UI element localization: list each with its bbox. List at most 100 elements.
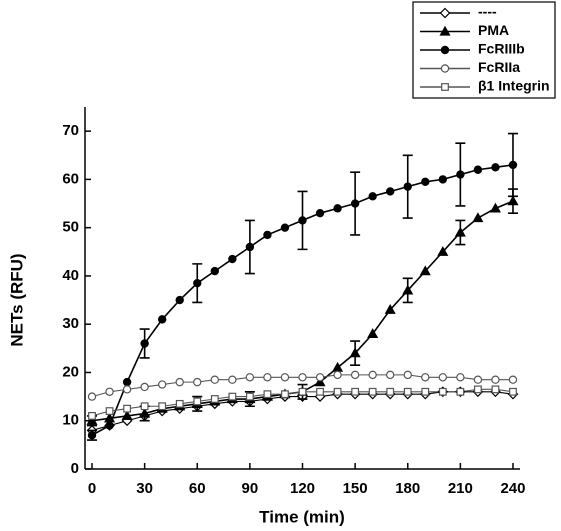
data-point — [88, 412, 96, 420]
data-point — [140, 402, 149, 411]
data-point — [403, 387, 412, 396]
data-point — [228, 375, 237, 384]
x-axis-label: Time (min) — [259, 507, 345, 526]
data-point — [456, 170, 465, 179]
data-point — [507, 195, 519, 206]
data-point — [368, 387, 377, 396]
data-point — [350, 199, 360, 208]
data-point — [245, 373, 255, 382]
data-point — [263, 390, 272, 399]
data-point — [298, 387, 307, 396]
data-point — [105, 387, 114, 396]
data-point — [349, 347, 361, 358]
data-point — [87, 392, 97, 401]
data-point — [421, 387, 430, 396]
data-point — [193, 397, 202, 406]
data-point — [86, 415, 98, 425]
data-point — [491, 375, 500, 384]
data-point — [509, 387, 517, 396]
data-point — [368, 370, 377, 380]
data-point — [157, 380, 167, 389]
y-tick-label: 60 — [62, 170, 79, 187]
data-point — [402, 284, 414, 295]
x-tick-label: 0 — [88, 480, 96, 497]
data-point — [473, 375, 483, 384]
data-point — [386, 387, 395, 396]
y-tick-label: 30 — [62, 315, 79, 332]
data-point — [314, 376, 326, 387]
data-point — [386, 187, 395, 196]
data-point — [315, 373, 325, 382]
data-point — [489, 202, 501, 213]
y-tick-label: 10 — [62, 412, 79, 429]
data-point — [140, 339, 149, 348]
data-point — [456, 387, 465, 396]
data-point — [175, 377, 184, 387]
legend-label: ---- — [478, 4, 497, 20]
y-tick-label: 50 — [62, 219, 79, 236]
data-point — [210, 395, 219, 403]
data-point — [121, 410, 133, 421]
y-tick-label: 40 — [62, 267, 79, 284]
x-tick-label: 210 — [448, 480, 473, 497]
data-point — [175, 295, 184, 305]
x-tick-label: 240 — [500, 480, 525, 497]
data-point — [105, 421, 114, 430]
legend-marker — [440, 45, 450, 55]
legend-marker — [439, 25, 451, 36]
data-point — [315, 208, 325, 218]
legend-marker — [441, 83, 449, 91]
data-point — [384, 303, 396, 314]
data-point — [438, 387, 447, 396]
data-point — [437, 246, 449, 256]
data-point — [140, 382, 149, 392]
data-point — [263, 230, 272, 240]
legend-label: FcRIIIb — [478, 41, 525, 57]
data-point — [333, 370, 342, 380]
legend-label: β1 Integrin — [478, 78, 550, 94]
y-tick-label: 70 — [62, 122, 79, 139]
data-point — [473, 165, 483, 174]
data-point — [403, 182, 412, 191]
data-point — [491, 163, 500, 172]
data-point — [421, 177, 430, 187]
data-point — [280, 223, 290, 232]
x-tick-label: 150 — [343, 480, 368, 497]
data-point — [175, 399, 184, 408]
data-point — [210, 375, 219, 384]
data-point — [228, 392, 237, 401]
data-point — [245, 392, 254, 401]
data-point — [472, 212, 484, 223]
data-point — [210, 266, 219, 276]
data-point — [508, 160, 518, 170]
data-point — [298, 216, 307, 225]
data-point — [193, 377, 202, 387]
data-point — [438, 175, 448, 184]
data-point — [87, 431, 97, 440]
data-point — [474, 385, 482, 394]
data-point — [386, 370, 395, 380]
data-point — [367, 328, 379, 338]
data-point — [122, 377, 132, 387]
data-point — [403, 370, 412, 380]
x-tick-label: 120 — [290, 480, 315, 497]
data-point — [508, 375, 518, 384]
x-tick-label: 90 — [242, 480, 259, 497]
data-point — [491, 385, 500, 394]
data-point — [157, 315, 167, 324]
legend-marker — [440, 64, 450, 73]
data-point — [193, 278, 202, 288]
data-point — [368, 192, 377, 201]
data-point — [333, 387, 342, 396]
x-tick-label: 180 — [395, 480, 420, 497]
data-point — [298, 373, 307, 382]
data-point — [228, 254, 237, 264]
data-point — [158, 402, 167, 411]
data-point — [419, 265, 431, 276]
data-point — [280, 373, 290, 382]
data-point — [438, 373, 448, 382]
data-point — [316, 387, 324, 396]
data-point — [123, 404, 131, 413]
data-point — [454, 226, 466, 237]
